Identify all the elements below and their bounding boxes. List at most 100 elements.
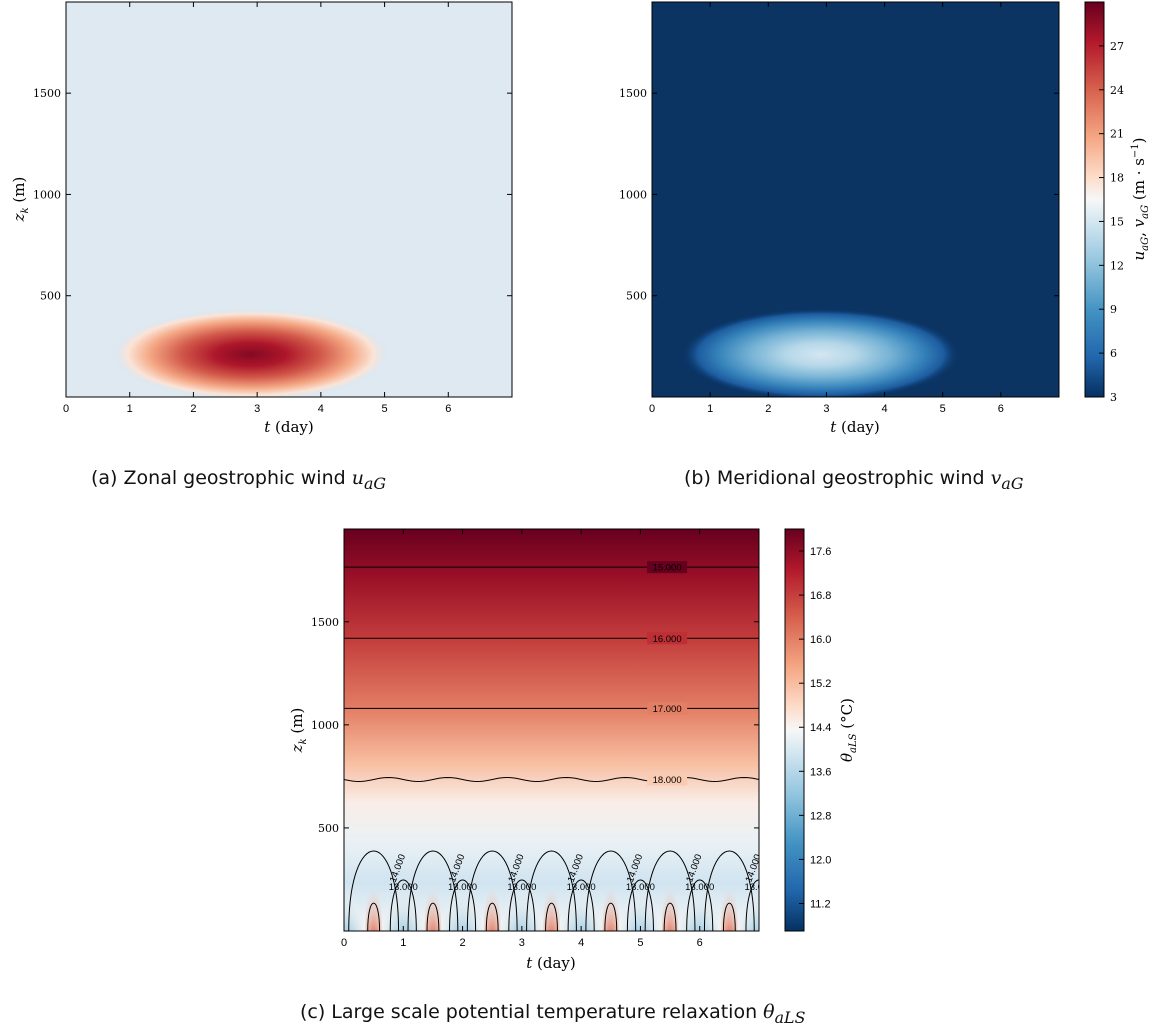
caption-a: (a) Zonal geostrophic wind uaG <box>91 467 387 493</box>
colorbar-wind-label: uaG, vaG (m · s−1) <box>1130 137 1151 260</box>
colorbar-wind: 3 6 9 12 15 18 21 24 27 uaG, vaG (m · s−1) <box>1084 1 1151 404</box>
x-tick-label: 1 <box>707 403 713 415</box>
contour-line-spike <box>367 902 381 931</box>
contour-line-14 <box>348 850 400 931</box>
contour-label-bg <box>647 773 688 786</box>
y-tick-label: 1500 <box>33 87 61 100</box>
contour-label: 13.000 <box>744 882 773 893</box>
colorbar-tick-label: 18 <box>1110 172 1124 185</box>
contour-line <box>344 776 759 782</box>
colorbar-theta-label: θaLS (°C) <box>838 698 859 762</box>
contour-label: 13.000 <box>507 882 536 893</box>
cold-cell <box>380 844 426 931</box>
contour-line-13 <box>449 879 477 931</box>
panel-c: 15.00016.00017.00018.00014.00013.00014.0… <box>288 528 773 972</box>
panel-c-frame <box>343 528 760 932</box>
panel-a-ticks: 0 1 2 3 4 5 6 500 1000 1500 <box>33 2 512 415</box>
x-tick-label: 0 <box>341 937 347 949</box>
contour-line-spike <box>426 902 440 931</box>
x-tick-label: 0 <box>649 403 655 415</box>
colorbar-tick-label: 12.0 <box>810 854 831 866</box>
colorbar-tick-label: 15 <box>1110 215 1124 228</box>
cold-cell <box>558 844 604 931</box>
y-tick-label: 500 <box>318 822 339 835</box>
y-tick-label: 1000 <box>33 188 61 201</box>
cold-cell <box>499 844 545 931</box>
contour-line-spike <box>722 902 736 931</box>
colorbar-tick-label: 24 <box>1110 84 1124 97</box>
x-tick-label: 5 <box>940 403 946 415</box>
panel-a-xlabel: t (day) <box>264 418 314 436</box>
x-tick-label: 4 <box>882 403 888 415</box>
contour-label: 13.000 <box>626 882 655 893</box>
panel-a-wind-bump <box>66 2 512 397</box>
contour-label: 18.000 <box>653 775 682 786</box>
contour-label: 15.000 <box>653 563 682 574</box>
panel-a: 0 1 2 3 4 5 6 500 1000 1500 t (day) zk (m) <box>10 1 513 436</box>
panel-a-ylabel: zk (m) <box>10 177 31 223</box>
colorbar-tick-label: 27 <box>1110 40 1124 53</box>
contour-line-14 <box>703 850 755 931</box>
panel-b-frame <box>651 1 1060 398</box>
colorbar-theta: 11.2 12.0 12.8 13.6 14.4 15.2 16.0 16.8 17.6 θaL… <box>784 528 859 932</box>
warm-cell <box>602 877 620 931</box>
contour-label: 13.000 <box>685 882 714 893</box>
x-tick-label: 1 <box>127 403 133 415</box>
warm-cell <box>721 877 738 931</box>
x-tick-label: 2 <box>765 403 771 415</box>
x-tick-label: 5 <box>382 403 388 415</box>
contour-line-13 <box>686 879 714 931</box>
y-tick-label: 500 <box>626 290 647 303</box>
x-tick-label: 4 <box>578 937 584 949</box>
colorbar-tick-label: 3 <box>1110 391 1117 404</box>
colorbar-wind-ticks: 3 6 9 12 15 18 21 24 27 <box>1099 40 1124 404</box>
x-tick-label: 3 <box>254 403 260 415</box>
colorbar-tick-label: 15.2 <box>810 678 831 690</box>
x-tick-label: 1 <box>400 937 406 949</box>
cold-cell <box>440 844 486 931</box>
panel-c-diurnal-cells <box>344 844 759 931</box>
panel-a-frame <box>65 1 513 398</box>
colorbar-tick-label: 21 <box>1110 128 1124 141</box>
panel-b-wind-bump <box>652 2 1059 397</box>
colorbar-tick-label: 9 <box>1110 303 1117 316</box>
contour-label: 13.000 <box>448 882 477 893</box>
x-tick-label: 6 <box>697 937 703 949</box>
contour-line-13 <box>567 879 595 931</box>
caption-c: (c) Large scale potential temperature re… <box>300 1001 806 1027</box>
colorbar-theta-ticks: 11.2 12.0 12.8 13.6 14.4 15.2 16.0 16.8 17.6 <box>799 546 831 910</box>
x-tick-label: 0 <box>63 403 69 415</box>
colorbar-tick-label: 13.6 <box>810 766 831 778</box>
panel-c-ticks: 0 1 2 3 4 5 6 500 1000 1500 <box>311 529 759 949</box>
x-tick-label: 2 <box>190 403 196 415</box>
contour-line-13 <box>626 879 654 931</box>
panel-c-ylabel: zk (m) <box>288 708 309 754</box>
contour-line-spike <box>485 902 499 931</box>
warm-cell <box>365 877 382 931</box>
warm-cell <box>661 877 679 931</box>
colorbar-wind-frame <box>1084 1 1105 398</box>
contour-line-spike <box>545 902 558 931</box>
contour-label-bg <box>647 702 688 715</box>
contour-label: 17.000 <box>653 704 682 715</box>
x-tick-label: 4 <box>318 403 324 415</box>
y-tick-label: 1500 <box>619 87 647 100</box>
y-tick-label: 1000 <box>311 719 339 732</box>
x-tick-label: 2 <box>460 937 466 949</box>
contour-line-14 <box>644 850 696 931</box>
contour-line-13 <box>389 879 417 931</box>
y-tick-label: 500 <box>40 290 61 303</box>
panel-b: 0 1 2 3 4 5 6 500 1000 1500 t (day) <box>619 1 1060 436</box>
contour-label-bg <box>647 561 688 574</box>
x-tick-label: 6 <box>445 403 451 415</box>
colorbar-wind-ramp <box>1085 2 1104 397</box>
warm-cell <box>543 877 560 931</box>
x-tick-label: 6 <box>998 403 1004 415</box>
colorbar-tick-label: 12.8 <box>810 810 831 822</box>
contour-label: 13.000 <box>389 882 418 893</box>
colorbar-tick-label: 16.0 <box>810 634 831 646</box>
contour-line-14 <box>407 850 459 931</box>
colorbar-tick-label: 17.6 <box>810 546 831 558</box>
contour-label-bg <box>647 632 688 645</box>
